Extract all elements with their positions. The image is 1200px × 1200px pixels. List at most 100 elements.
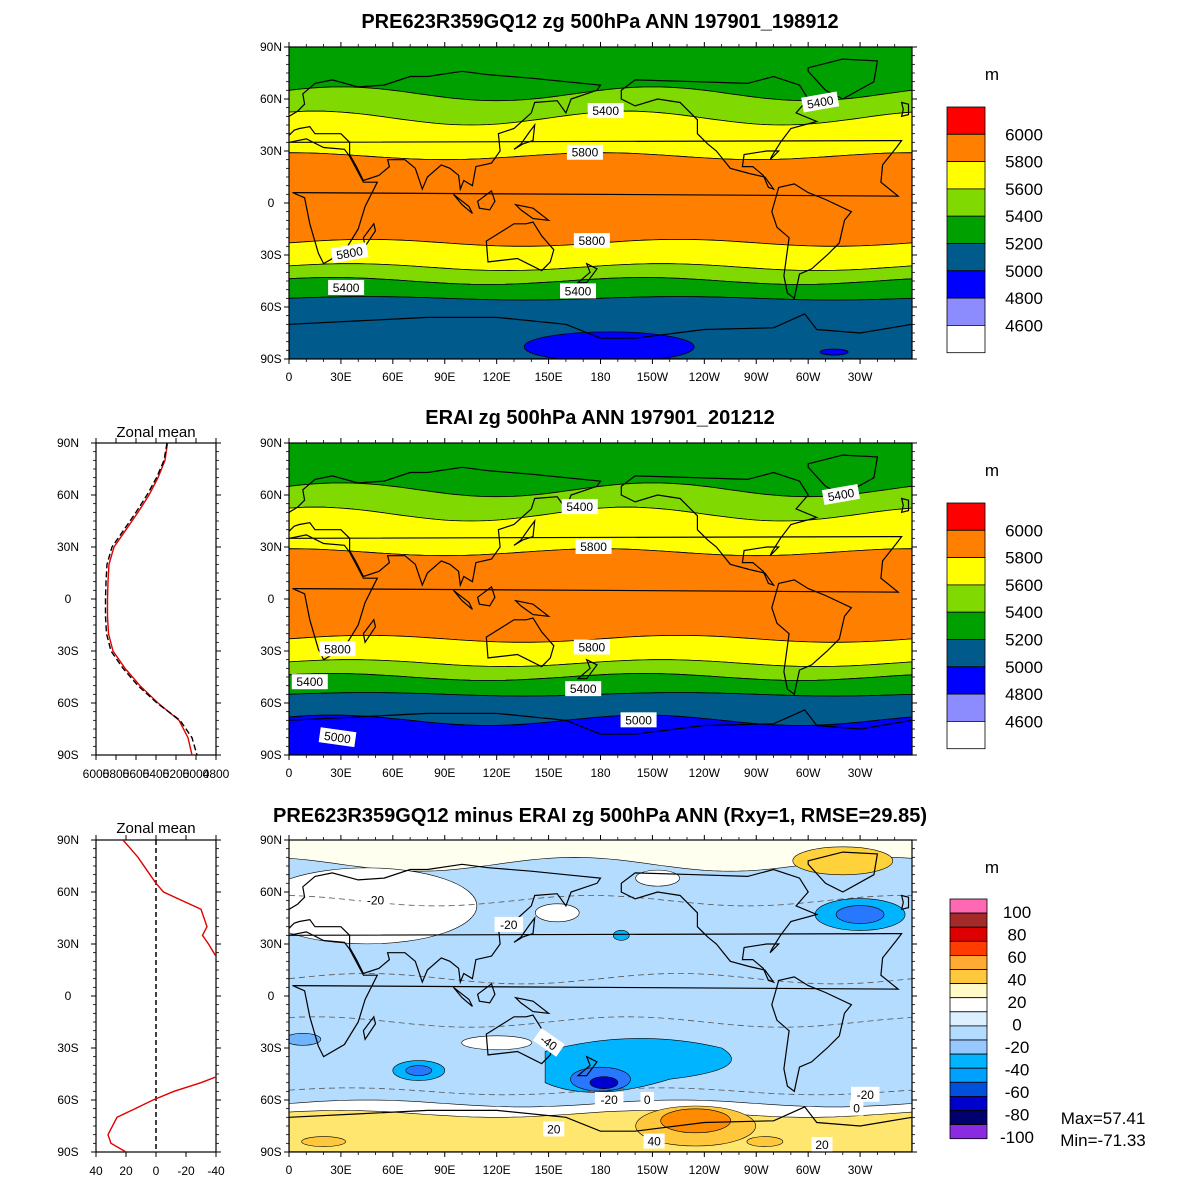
contour-label: 20 bbox=[811, 1137, 833, 1153]
contour-label-bg bbox=[561, 499, 598, 515]
contour-label-bg bbox=[330, 242, 369, 264]
contour-label: 5400 bbox=[560, 283, 597, 299]
lon-tick-label: 0 bbox=[286, 370, 293, 384]
zonal-x-tick-label: 20 bbox=[119, 1164, 133, 1178]
lon-tick-label: 30E bbox=[330, 1163, 351, 1177]
zonal-x-tick-label: 5000 bbox=[183, 767, 210, 781]
contour-label: 5400 bbox=[561, 499, 598, 515]
contour-label-text: -20 bbox=[600, 1093, 618, 1107]
colorbar-label: 5400 bbox=[1005, 603, 1043, 622]
coastline-australia bbox=[485, 617, 555, 668]
colorbar-label: 4600 bbox=[1005, 712, 1043, 731]
zonal-lat-tick-label: 90N bbox=[57, 833, 79, 847]
lon-tick-label: 120W bbox=[689, 766, 721, 780]
filled-contours bbox=[289, 840, 912, 1152]
colorbar-box bbox=[949, 940, 988, 956]
zonal-lat-tick-label: 0 bbox=[65, 592, 72, 606]
antarctic-high-west bbox=[301, 1136, 346, 1147]
coastline-borneo bbox=[476, 189, 496, 211]
colorbar-label: -60 bbox=[1005, 1083, 1030, 1102]
zonal-frame bbox=[95, 442, 217, 756]
lat-tick-label: 90S bbox=[260, 1145, 281, 1159]
zonal-lat-tick-label: 90N bbox=[57, 436, 79, 450]
lon-tick-label: 60W bbox=[796, 766, 821, 780]
coastline-new-guinea bbox=[513, 599, 551, 618]
contour-label-bg bbox=[328, 279, 365, 295]
coastline-eurasia bbox=[289, 466, 602, 588]
lon-tick-label: 150W bbox=[637, 370, 669, 384]
zonal-lat-tick-label: 60N bbox=[57, 488, 79, 502]
colorbar-box bbox=[949, 926, 988, 942]
zonal-x-tick-label: 0 bbox=[153, 1164, 160, 1178]
atlantic-south-low bbox=[289, 1033, 322, 1046]
lon-tick-label: 60W bbox=[796, 1163, 821, 1177]
contour-label-bg bbox=[532, 1028, 565, 1057]
lat-tick-label: 90N bbox=[260, 40, 282, 54]
negative-contour-line bbox=[289, 973, 912, 985]
lon-tick-label: 90W bbox=[744, 1163, 769, 1177]
lon-tick-label: 30W bbox=[848, 1163, 873, 1177]
contour-label: 5400 bbox=[291, 674, 328, 690]
coastline-eurasia bbox=[289, 70, 602, 192]
negative-contour-line bbox=[289, 895, 912, 907]
contour-label-bg bbox=[849, 1100, 864, 1116]
zonal-x-tick-label: -20 bbox=[177, 1164, 195, 1178]
colorbar-label: 6000 bbox=[1005, 125, 1043, 144]
contour-label: 5400 bbox=[587, 103, 624, 119]
zonal-lat-tick-label: 30N bbox=[57, 937, 79, 951]
contour-label-bg bbox=[643, 1133, 665, 1149]
zonal-lat-tick-label: 60S bbox=[57, 1093, 78, 1107]
coastline-africa bbox=[289, 931, 903, 1058]
coastline-new-zealand bbox=[576, 658, 598, 680]
contour-label-bg bbox=[640, 1092, 654, 1107]
contour-label-bg bbox=[851, 1086, 880, 1102]
colorbar-box bbox=[946, 297, 986, 326]
coastline-japan bbox=[513, 915, 536, 943]
coastline-borneo bbox=[476, 982, 496, 1004]
legend2-unit: m bbox=[985, 461, 999, 480]
contour-label-bg bbox=[801, 91, 840, 113]
zonal-x-tick-label: 5600 bbox=[123, 767, 150, 781]
lat-tick-label: 60S bbox=[260, 300, 281, 314]
colorbar-box bbox=[949, 1039, 988, 1055]
contour-label-bg bbox=[587, 103, 624, 119]
colorbar-box bbox=[949, 1067, 988, 1083]
lon-tick-label: 90W bbox=[744, 370, 769, 384]
zonal-lines bbox=[104, 443, 198, 755]
coastline-antarctica bbox=[289, 709, 912, 755]
coastline-north-america bbox=[620, 75, 819, 191]
coastline-antarctica bbox=[289, 1106, 912, 1152]
colorbar-legend-erai: m 6000 5800 5600 5400 5200 5000 4800 4600 bbox=[946, 461, 1043, 750]
contour-band bbox=[289, 548, 912, 643]
contour-label-bg bbox=[543, 1121, 565, 1137]
contour-label-text: 0 bbox=[853, 1102, 860, 1116]
contour-label-bg bbox=[573, 233, 610, 249]
colorbar-box bbox=[949, 955, 988, 970]
colorbar-label: -20 bbox=[1005, 1038, 1030, 1057]
lon-tick-label: 0 bbox=[286, 766, 293, 780]
contour-label: 5400 bbox=[801, 91, 840, 113]
southern-low-min bbox=[589, 1076, 619, 1089]
colorbar-label: 5600 bbox=[1005, 180, 1043, 199]
contour-label: 5400 bbox=[328, 279, 365, 295]
lat-tick-label: 0 bbox=[268, 196, 275, 210]
colorbar-label: 4800 bbox=[1005, 289, 1043, 308]
colorbar-box bbox=[946, 133, 986, 163]
lon-tick-label: 150E bbox=[535, 766, 563, 780]
colorbar-label: 5000 bbox=[1005, 658, 1043, 677]
colorbar-box bbox=[946, 106, 986, 135]
coastline-antarctica bbox=[289, 313, 912, 359]
zonal-x-tick-label: 40 bbox=[89, 1164, 103, 1178]
amundsen-high-core bbox=[660, 1108, 731, 1134]
coastline-north-america bbox=[620, 471, 819, 587]
coastline-south-america bbox=[771, 976, 853, 1093]
colorbar-box bbox=[949, 1124, 988, 1140]
contour-label-text: 5800 bbox=[572, 146, 599, 160]
colorbar-label: -80 bbox=[1005, 1106, 1030, 1125]
lat-tick-label: 30S bbox=[260, 644, 281, 658]
contour-band bbox=[289, 714, 912, 755]
lon-tick-label: 180 bbox=[590, 1163, 610, 1177]
colorbar-label: 4600 bbox=[1005, 316, 1043, 335]
contour-label: 20 bbox=[543, 1121, 565, 1137]
